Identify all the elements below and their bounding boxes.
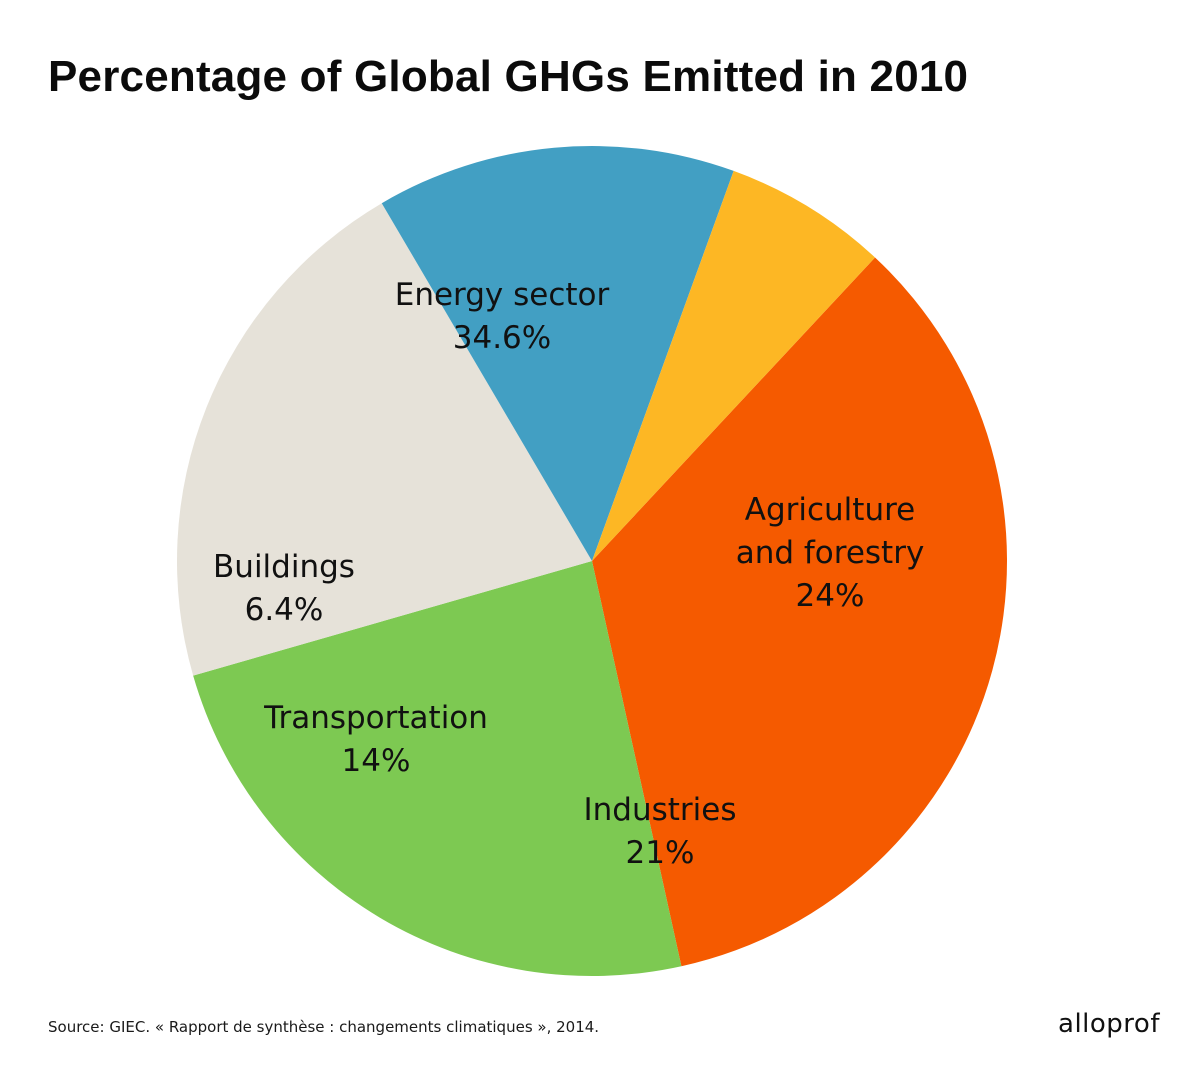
- pie-slice-energy-sector: [592, 257, 1008, 967]
- slice-category-label: Transportation: [263, 700, 488, 736]
- slice-category-label: Buildings: [213, 549, 355, 585]
- pie-slices: [177, 145, 1008, 977]
- slice-label-energy-sector: Energy sector 34.6%: [395, 277, 610, 356]
- slice-value-label: 21%: [626, 835, 695, 871]
- pie-labels: Energy sector 34.6% Agriculture and forestr…: [213, 277, 924, 871]
- slice-category-label: and forestry: [736, 535, 925, 571]
- pie-slice-transportation: [381, 145, 734, 561]
- pie-slice-industries: [177, 203, 593, 676]
- slice-category-label: Agriculture: [745, 492, 916, 528]
- slice-label-buildings: Buildings 6.4%: [213, 549, 355, 628]
- chart-title: Percentage of Global GHGs Emitted in 201…: [48, 52, 969, 101]
- slice-value-label: 6.4%: [245, 592, 324, 628]
- pie-slice-buildings: [592, 170, 876, 561]
- slice-value-label: 14%: [342, 743, 411, 779]
- brand-logo: alloprof: [1058, 1009, 1160, 1039]
- slice-label-agriculture-and-forestry: Agriculture and forestry 24%: [736, 492, 925, 614]
- slice-value-label: 24%: [796, 578, 865, 614]
- pie-slice-agriculture-and-forestry: [193, 561, 682, 977]
- slice-label-industries: Industries 21%: [583, 792, 736, 871]
- source-note: Source: GIEC. « Rapport de synthèse : ch…: [48, 1018, 600, 1036]
- slice-category-label: Industries: [583, 792, 736, 828]
- slice-value-label: 34.6%: [453, 320, 551, 356]
- slice-label-transportation: Transportation 14%: [263, 700, 488, 779]
- slice-category-label: Energy sector: [395, 277, 610, 313]
